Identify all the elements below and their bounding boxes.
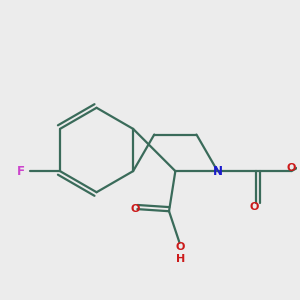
Text: H: H — [176, 254, 185, 263]
Text: O: O — [176, 242, 185, 252]
Text: F: F — [17, 165, 25, 178]
Text: O: O — [131, 204, 140, 214]
Text: O: O — [287, 164, 296, 173]
Text: N: N — [213, 165, 223, 178]
Text: O: O — [249, 202, 258, 212]
